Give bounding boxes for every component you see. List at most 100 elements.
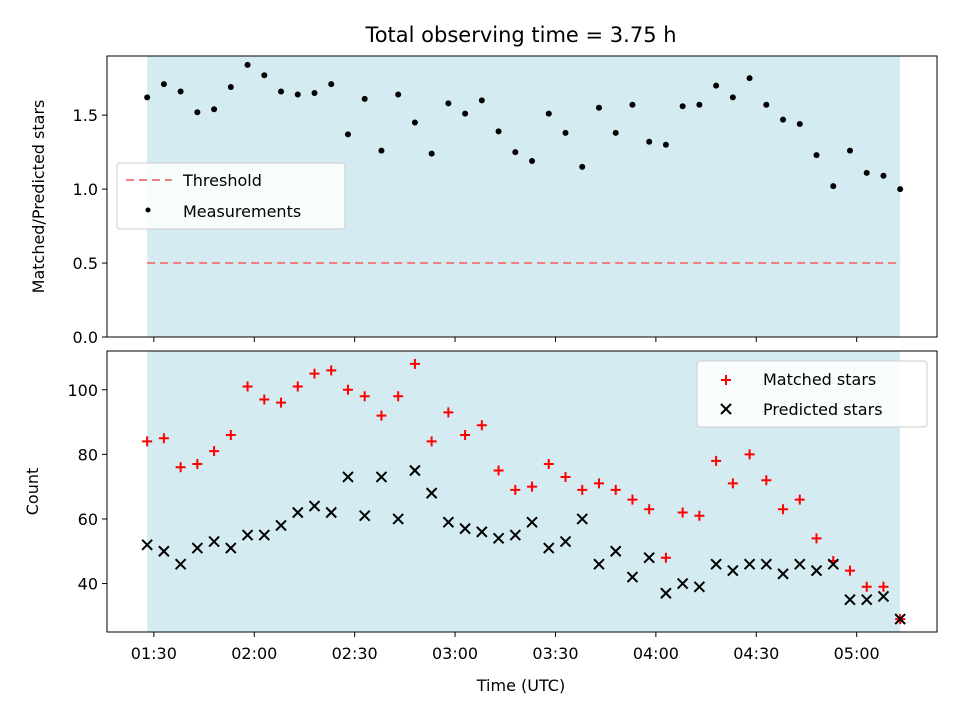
predicted-stars-point (660, 587, 672, 599)
matched-stars-point (426, 436, 437, 447)
x-tick-label: 01:30 (131, 644, 177, 663)
matched-stars-point (811, 533, 822, 544)
matched-stars-point (409, 358, 420, 369)
measurement-point (261, 72, 268, 79)
measurement-point (813, 152, 820, 159)
measurement-point (445, 100, 452, 107)
bottom-panel-counts: 40 60 80 100 01:30 02:00 02:30 03:00 03:30 04:00 0… (23, 350, 938, 663)
predicted-stars-point (676, 577, 689, 590)
plot-frame (106, 350, 938, 633)
measurement-point (880, 172, 887, 179)
legend-box (116, 162, 346, 230)
measurement-point (729, 94, 736, 101)
matched-stars-point (276, 397, 287, 408)
matched-stars-point (242, 381, 253, 392)
legend-threshold-label: Threshold (182, 171, 262, 190)
matched-stars-point (359, 391, 370, 402)
predicted-stars-point (308, 500, 321, 512)
measurement-point (160, 81, 167, 88)
x-axis-label: Time (UTC) (476, 676, 565, 695)
matched-stars-point (376, 410, 387, 421)
predicted-stars-point (693, 581, 706, 593)
predicted-stars-point (794, 558, 806, 570)
predicted-stars-point (894, 613, 906, 625)
predicted-stars-point (643, 552, 655, 564)
measurement-point (796, 121, 803, 128)
top-panel-ratio: 0.0 0.5 1.0 1.5 Matched/Predicted stars Thres… (29, 55, 938, 347)
matched-stars-point (192, 459, 203, 470)
predicted-stars-point (258, 529, 271, 541)
legend-matched-label: Matched stars (763, 370, 876, 389)
measurement-point (478, 97, 485, 104)
matched-stars-point (878, 581, 889, 592)
y-tick-label: 1.0 (73, 180, 98, 199)
measurement-point (595, 104, 602, 111)
matched-stars-point (510, 484, 521, 495)
measurement-point (529, 158, 536, 165)
predicted-stars-point (492, 532, 505, 545)
measurement-point (294, 91, 301, 98)
y-tick-label: 40 (78, 575, 98, 594)
predicted-stars-point (543, 542, 555, 554)
y-axis-label: Matched/Predicted stars (29, 100, 48, 294)
predicted-stars-point (844, 593, 856, 606)
predicted-stars-point (225, 542, 237, 554)
matched-stars-point (627, 494, 638, 505)
predicted-stars-point (375, 471, 388, 483)
predicted-stars-point (392, 513, 404, 525)
matched-stars-point (259, 394, 270, 405)
predicted-stars-point (610, 545, 622, 557)
measurement-point (428, 150, 435, 157)
matched-stars-point (794, 494, 805, 505)
predicted-stars-point (241, 529, 254, 541)
y-tick-label: 0.5 (73, 254, 98, 273)
measurement-point (612, 129, 619, 136)
measurement-point (545, 110, 552, 117)
measurement-point (411, 119, 418, 126)
matched-stars-point (677, 507, 688, 518)
predicted-stars-point (459, 522, 471, 535)
measurement-point (579, 163, 586, 170)
predicted-stars-point (158, 545, 170, 557)
matched-stars-point (493, 465, 504, 476)
predicted-stars-point (559, 535, 572, 548)
predicted-stars-point (827, 558, 839, 570)
measurement-point (763, 101, 770, 108)
predicted-stars-point (509, 529, 522, 541)
matched-stars-point (309, 368, 320, 379)
measurement-point (846, 147, 853, 154)
predicted-stars-point (576, 513, 588, 525)
matched-stars-point (476, 420, 487, 431)
matched-stars-point (560, 471, 571, 482)
matched-stars-point (326, 365, 337, 376)
matched-stars-point (158, 433, 169, 444)
measurement-point (211, 106, 218, 113)
y-axis-label: Count (23, 468, 42, 516)
matched-stars-point (778, 504, 789, 515)
measurement-point (863, 169, 870, 176)
measurement-point (746, 75, 753, 82)
legend-matched-swatch (721, 375, 731, 385)
y-tick-label: 60 (78, 510, 98, 529)
measurement-point (462, 110, 469, 117)
matched-stars-point (460, 429, 471, 440)
measurement-point (395, 91, 402, 98)
matched-stars-point (644, 504, 655, 515)
predicted-stars-point (710, 558, 722, 570)
chart-title: Total observing time = 3.75 h (364, 23, 676, 47)
measurement-point (562, 129, 569, 136)
measurement-point (194, 109, 201, 116)
predicted-stars-point (442, 516, 455, 528)
legend-predicted-label: Predicted stars (763, 400, 883, 419)
predicted-stars-point (191, 542, 204, 554)
measurement-point (646, 138, 653, 145)
legend-box (696, 360, 928, 428)
predicted-stars-point (727, 564, 739, 577)
measurement-point (495, 128, 502, 135)
matched-stars-point (861, 581, 872, 592)
predicted-stars-point (141, 539, 153, 551)
y-tick-label: 1.5 (73, 106, 98, 125)
measurement-point (361, 95, 368, 102)
predicted-stars-point (593, 558, 605, 570)
measurement-point (278, 88, 285, 95)
